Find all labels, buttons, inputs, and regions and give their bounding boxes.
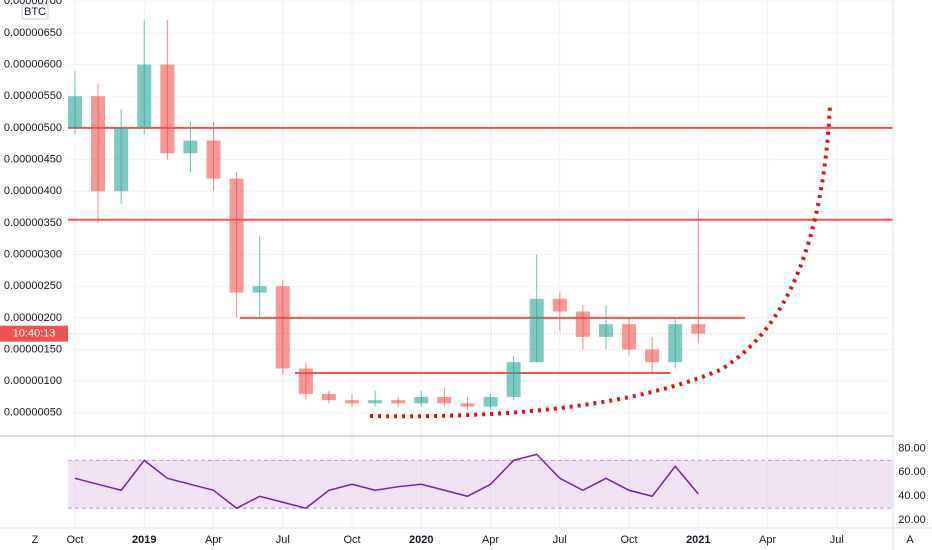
countdown-box	[0, 325, 68, 342]
candle-body	[552, 298, 567, 312]
curve-drawing	[369, 104, 832, 419]
y-tick-label: 0.00000200	[4, 312, 62, 324]
candle-body	[391, 400, 406, 404]
candle-body	[460, 403, 475, 407]
candle-body	[137, 64, 152, 128]
y-tick-label: 0.00000550	[4, 90, 62, 102]
rsi-tick-label: 40.00	[898, 490, 926, 502]
candle-body	[575, 311, 590, 337]
y-tick-label: 0.00000150	[4, 343, 62, 355]
countdown-label: 10:40:13	[13, 328, 56, 340]
y-tick-label: 0.00000050	[4, 407, 62, 419]
x-tick-label: Apr	[482, 534, 499, 546]
x-tick-label: Oct	[620, 534, 637, 546]
x-tick-label: Apr	[205, 534, 222, 546]
x-tick-label: Oct	[66, 534, 83, 546]
candle-body	[483, 397, 498, 407]
y-tick-label: 0.00000600	[4, 58, 62, 70]
x-tick-label: 2020	[409, 534, 433, 546]
candle-body	[183, 140, 198, 154]
candle-body	[645, 349, 660, 363]
candle-body	[321, 393, 336, 401]
y-tick-label: 0.00000400	[4, 185, 62, 197]
x-tick-label: Apr	[759, 534, 776, 546]
candle-body	[414, 397, 429, 404]
y-tick-label: 0.00000250	[4, 280, 62, 292]
y-tick-label: 0.00000100	[4, 375, 62, 387]
candle-body	[506, 362, 521, 398]
candle-body	[622, 324, 637, 350]
candle-body	[668, 324, 683, 363]
y-tick-label: 0.00000500	[4, 122, 62, 134]
auto-button[interactable]: A	[906, 534, 914, 546]
candle-body	[691, 324, 706, 334]
candle-body	[68, 96, 82, 128]
x-tick-label: Jul	[553, 534, 567, 546]
x-tick-label: 2019	[132, 534, 156, 546]
candle-body	[252, 286, 267, 293]
zoom-button[interactable]: Z	[32, 534, 39, 546]
candle-body	[437, 397, 452, 404]
x-tick-label: 2021	[686, 534, 710, 546]
candle-body	[298, 368, 313, 394]
y-tick-label: 0.00000350	[4, 217, 62, 229]
x-tick-label: Jul	[276, 534, 290, 546]
candle-body	[160, 64, 175, 154]
y-tick-label: 0.00000300	[4, 248, 62, 260]
candle-body	[229, 178, 244, 293]
marks	[68, 20, 893, 510]
candle-body	[345, 400, 360, 404]
rsi-tick-label: 80.00	[898, 442, 926, 454]
candle-body	[91, 96, 106, 192]
y-tick-label: 0.00000700	[4, 0, 62, 7]
currency-label: BTC	[24, 6, 46, 18]
candle-body	[368, 400, 383, 404]
candle-body	[206, 140, 221, 179]
x-tick-label: Oct	[343, 534, 360, 546]
rsi-tick-label: 60.00	[898, 466, 926, 478]
rsi-tick-label: 20.00	[898, 514, 926, 526]
currency-badge	[21, 3, 49, 20]
rsi-line	[74, 453, 699, 510]
candle-body	[598, 324, 613, 337]
candle-body	[529, 298, 544, 363]
rsi-band	[68, 460, 893, 509]
candle-body	[114, 127, 129, 192]
y-tick-label: 0.00000450	[4, 153, 62, 165]
y-tick-label: 0.00000650	[4, 27, 62, 39]
candle-body	[275, 286, 290, 369]
x-tick-label: Jul	[830, 534, 844, 546]
